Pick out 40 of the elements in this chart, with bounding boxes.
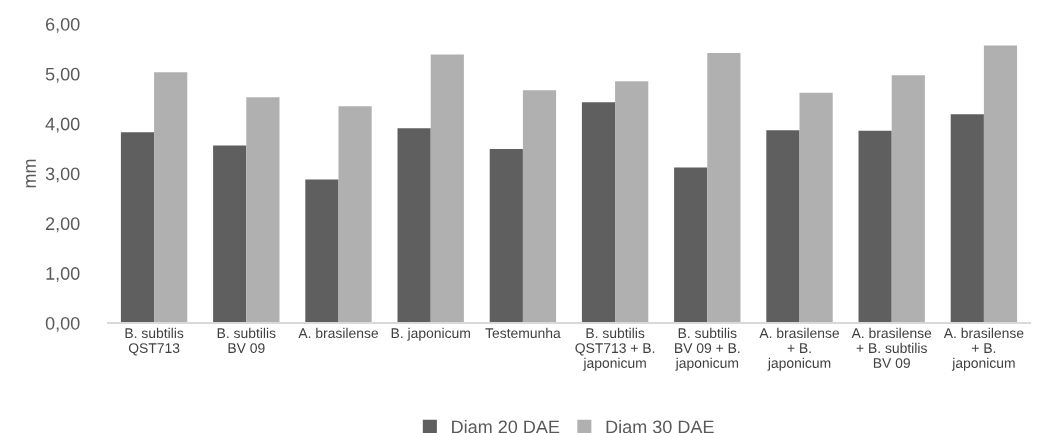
bar bbox=[305, 179, 339, 323]
bar bbox=[213, 145, 247, 323]
bar bbox=[581, 102, 616, 323]
bar bbox=[799, 92, 833, 323]
bar bbox=[338, 106, 372, 323]
bar bbox=[891, 75, 925, 323]
bar bbox=[120, 132, 155, 323]
legend-label: Diam 20 DAE bbox=[452, 419, 560, 433]
y-tick-label: 5,00 bbox=[45, 67, 80, 83]
y-tick-label: 0,00 bbox=[45, 316, 80, 332]
x-tick-label: A. brasilense + B. japonicum bbox=[943, 327, 1024, 371]
bar bbox=[674, 167, 708, 323]
y-tick-label: 6,00 bbox=[46, 17, 80, 33]
legend-label: Diam 30 DAE bbox=[606, 419, 714, 433]
x-tick-label: A. brasilense bbox=[298, 327, 379, 339]
x-tick-label: Testemunha bbox=[485, 327, 561, 339]
bar bbox=[489, 149, 523, 323]
x-tick-label: B. subtilis BV 09 bbox=[217, 327, 276, 354]
y-tick-label: 4,00 bbox=[45, 117, 80, 133]
y-axis-title: mm bbox=[26, 159, 36, 188]
bar bbox=[707, 52, 741, 323]
bar bbox=[397, 128, 431, 323]
x-tick-label: A. brasilense + B. subtilis BV 09 bbox=[851, 327, 932, 368]
bar bbox=[246, 97, 280, 323]
bar bbox=[615, 81, 649, 323]
y-tick-label: 3,00 bbox=[45, 167, 80, 183]
bar bbox=[430, 54, 464, 323]
y-tick-label: 2,00 bbox=[45, 217, 80, 233]
bar bbox=[154, 72, 188, 323]
x-tick-label: B. subtilis BV 09 + B. japonicum bbox=[675, 327, 740, 371]
x-tick-label: A. brasilense + B. japonicum bbox=[759, 327, 840, 371]
bar bbox=[983, 45, 1018, 323]
bar bbox=[858, 130, 892, 323]
y-tick-label: 1,00 bbox=[46, 267, 80, 283]
x-tick-label: B. subtilis QST713 bbox=[125, 327, 184, 356]
bar bbox=[950, 114, 984, 323]
bar bbox=[766, 130, 800, 323]
x-tick-label: B. subtilis QST713 + B. japonicum bbox=[575, 327, 655, 371]
bar bbox=[522, 90, 557, 323]
x-tick-label: B. japonicum bbox=[391, 327, 470, 341]
